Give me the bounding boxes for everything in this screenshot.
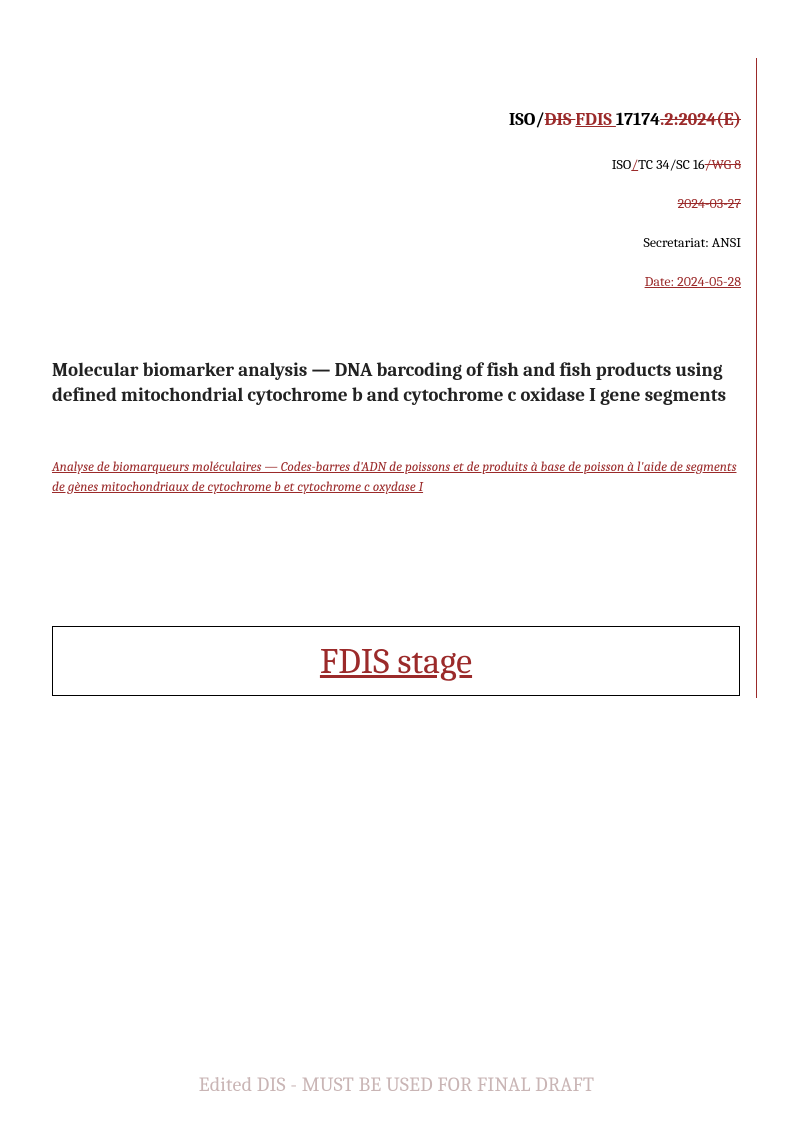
title-english: Molecular biomarker analysis — DNA barco… bbox=[52, 358, 741, 408]
doc-inserted-code: FDIS bbox=[575, 109, 615, 130]
struck-date-line: 2024-03-27 bbox=[321, 193, 741, 214]
document-number: ISO/DIS FDIS 17174.2:2024(E) bbox=[321, 108, 741, 132]
secretariat-line: Secretariat: ANSI bbox=[321, 232, 741, 253]
doc-struck-suffix: .2:2024(E) bbox=[660, 109, 741, 130]
page: ISO/DIS FDIS 17174.2:2024(E) ISO/TC 34/S… bbox=[0, 0, 793, 1122]
secretariat: Secretariat: ANSI bbox=[644, 234, 741, 251]
struck-date: 2024-03-27 bbox=[678, 195, 741, 212]
committee-main: TC 34/SC 16 bbox=[638, 156, 705, 173]
committee-struck: /WG 8 bbox=[705, 156, 741, 173]
committee-line: ISO/TC 34/SC 16/WG 8 bbox=[321, 154, 741, 175]
committee-prefix: ISO bbox=[612, 156, 632, 173]
right-margin-rule bbox=[756, 58, 757, 698]
doc-struck-code: DIS bbox=[545, 109, 576, 130]
date-line: Date: 2024-05-28 bbox=[321, 271, 741, 292]
date-inserted: Date: 2024-05-28 bbox=[645, 273, 741, 290]
header-block: ISO/DIS FDIS 17174.2:2024(E) ISO/TC 34/S… bbox=[321, 108, 741, 310]
footer-note: Edited DIS - MUST BE USED FOR FINAL DRAF… bbox=[0, 1073, 793, 1096]
title-french: Analyse de biomarqueurs moléculaires — C… bbox=[52, 458, 741, 497]
stage-label: FDIS stage bbox=[320, 641, 472, 682]
doc-number-value: 17174 bbox=[616, 109, 660, 130]
stage-box: FDIS stage bbox=[52, 626, 740, 696]
doc-prefix: ISO/ bbox=[509, 109, 545, 130]
